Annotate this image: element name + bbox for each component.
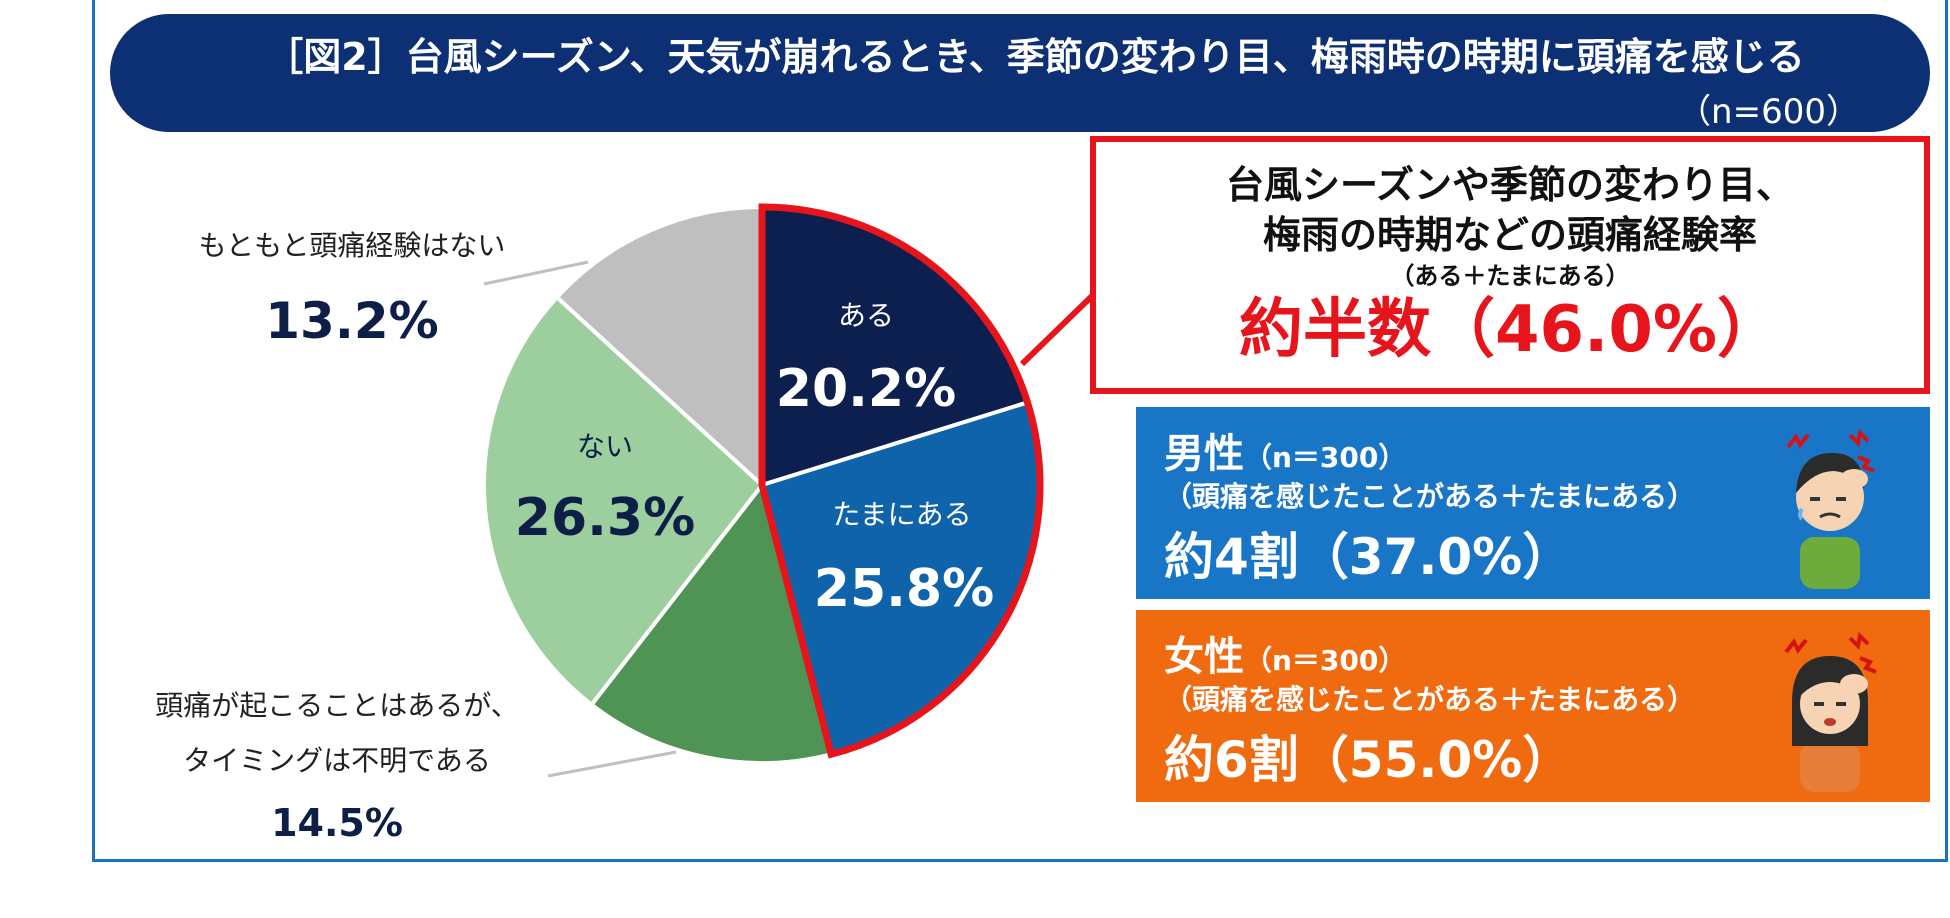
title-banner: ［図2］台風シーズン、天気が崩れるとき、季節の変わり目、梅雨時の時期に頭痛を感じ… bbox=[110, 14, 1930, 132]
male-n: （n＝300） bbox=[1244, 441, 1407, 474]
slice-label-4: ない bbox=[577, 430, 633, 463]
sample-size: （n=600） bbox=[1677, 92, 1860, 132]
callout-line-1: 台風シーズンや季節の変わり目、 bbox=[1225, 163, 1795, 207]
slice-value-2: 25.8% bbox=[814, 559, 994, 619]
pie-slice-4 bbox=[482, 294, 765, 708]
male-value: 約4割（37.0%） bbox=[1164, 528, 1573, 586]
slice-label-3-line-1: 頭痛が起こることはあるが、 bbox=[155, 689, 518, 722]
chart-title: ［図2］台風シーズン、天気が崩れるとき、季節の変わり目、梅雨時の時期に頭痛を感じ… bbox=[265, 35, 1805, 79]
callout-value: 約半数（46.0%） bbox=[1238, 293, 1782, 367]
male-label: 男性 bbox=[1164, 431, 1244, 477]
slice-label-5: もともと頭痛経験はない bbox=[199, 229, 506, 262]
callout-connector bbox=[1019, 293, 1095, 367]
slice-label-2: たまにある bbox=[832, 498, 971, 531]
female-value: 約6割（55.0%） bbox=[1164, 731, 1573, 789]
leader-line-1 bbox=[483, 260, 589, 286]
female-headache-illustration-icon bbox=[1784, 631, 1877, 792]
female-sub: （頭痛を感じたことがある＋たまにある） bbox=[1164, 683, 1696, 716]
female-n: （n＝300） bbox=[1244, 644, 1407, 677]
female-label: 女性 bbox=[1164, 634, 1244, 680]
male-box: 男性（n＝300） （頭痛を感じたことがある＋たまにある） 約4割（37.0%） bbox=[1136, 407, 1930, 599]
female-box: 女性（n＝300） （頭痛を感じたことがある＋たまにある） 約6割（55.0%） bbox=[1136, 610, 1930, 802]
callout-line-2: 梅雨の時期などの頭痛経験率 bbox=[1262, 213, 1757, 257]
callout-line-3: （ある＋たまにある） bbox=[1390, 262, 1630, 290]
slice-value-4: 26.3% bbox=[515, 488, 695, 548]
slice-label-3-line-2: タイミングは不明である bbox=[183, 744, 491, 777]
slice-label-1: ある bbox=[838, 299, 894, 332]
pie-slice-5 bbox=[554, 204, 764, 490]
slice-value-5: 13.2% bbox=[265, 292, 438, 350]
male-headache-illustration-icon bbox=[1786, 428, 1875, 589]
male-sub: （頭痛を感じたことがある＋たまにある） bbox=[1164, 480, 1696, 513]
leader-line-2 bbox=[547, 750, 677, 778]
slice-value-1: 20.2% bbox=[776, 359, 956, 419]
pie-slice-3 bbox=[588, 480, 834, 765]
summary-callout: 台風シーズンや季節の変わり目、 梅雨の時期などの頭痛経験率 （ある＋たまにある）… bbox=[1090, 136, 1930, 394]
highlight-outline bbox=[758, 203, 1044, 759]
figure-frame bbox=[92, 0, 1948, 862]
slice-value-3: 14.5% bbox=[271, 801, 403, 845]
